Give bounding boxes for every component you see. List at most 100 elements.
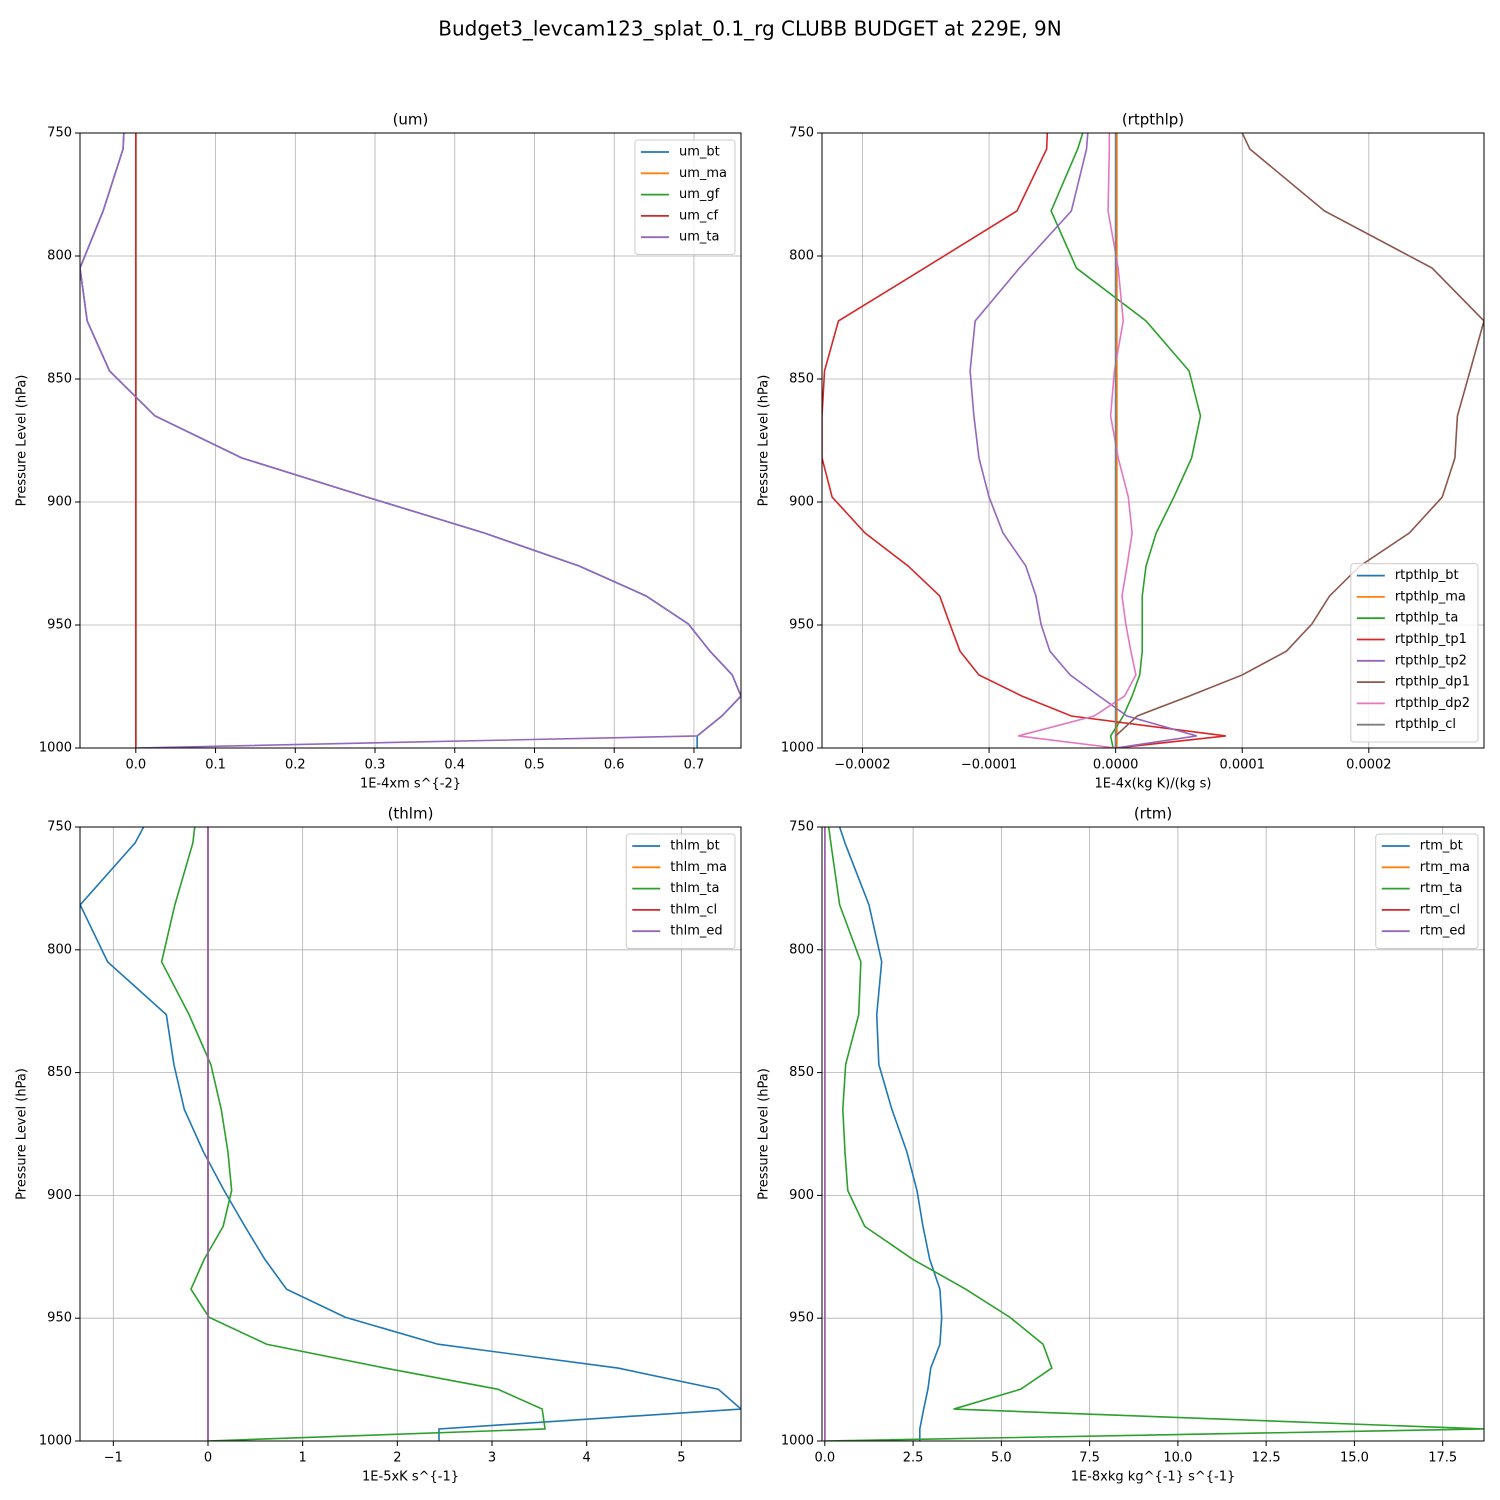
y-tick-label: 900 [789,1188,814,1203]
y-tick-label: 800 [47,249,72,264]
legend: um_bt um_ma um_gf um_cf um_ta [634,139,736,255]
legend-label: rtm_ta [1420,881,1463,896]
x-tick-label: 0.3 [365,758,386,773]
plot-area [80,827,741,1441]
series-line [1017,133,1137,748]
legend-box [1350,563,1479,743]
legend-label: thlm_ma [670,860,727,875]
series-line [1114,133,1484,748]
x-axis-label: 1E-8xkg kg^{-1} s^{-1} [1071,1470,1236,1485]
x-tick-label: −0.0002 [834,758,890,773]
legend-label: rtpthlp_dp2 [1395,696,1470,711]
y-tick-label: 850 [47,1065,72,1080]
x-tick-label: 0.6 [604,758,625,773]
subplot: 0.0 0.1 0.2 0.3 0.4 0.5 0.6 0.7 750 800 850 900 950 1… [15,111,742,792]
legend-label: rtpthlp_bt [1395,568,1459,583]
y-axis-label: Pressure Level (hPa) [757,1068,772,1200]
x-axis-label: 1E-5xK s^{-1} [362,1470,459,1485]
series-line [838,827,943,1441]
legend-label: um_gf [679,187,720,202]
x-tick-label: 15.0 [1340,1451,1369,1466]
x-tick-label: 5 [677,1451,685,1466]
legend-label: um_cf [679,208,719,223]
y-tick-label: 900 [47,1188,72,1203]
x-tick-label: 0.5 [524,758,545,773]
x-tick-label: −1 [104,1451,123,1466]
x-tick-label: 0.1 [205,758,226,773]
plot-area [80,133,741,748]
legend-label: rtpthlp_ta [1395,611,1458,626]
y-tick-label: 750 [47,820,72,835]
x-tick-label: 0 [204,1451,212,1466]
legend-label: rtm_bt [1420,839,1463,854]
y-axis-label: Pressure Level (hPa) [757,375,772,507]
legend-label: thlm_ed [670,924,722,939]
axes-frame [79,132,742,749]
legend: rtm_bt rtm_ma rtm_ta rtm_cl rtm_ed [1375,833,1479,949]
subplot-title: (rtpthlp) [1122,111,1184,129]
x-tick-label: 0.7 [684,758,705,773]
legend-label: rtpthlp_tp1 [1395,632,1467,647]
series-line [1050,133,1202,748]
plot-area [822,133,1484,748]
legend-box [1375,833,1479,949]
subplot: −0.0002 −0.0001 0.0000 0.0001 0.0002 750 800 85… [757,111,1485,792]
x-axis-label: 1E-4x(kg K)/(kg s) [1095,777,1212,792]
legend-label: um_ma [679,166,727,181]
y-tick-label: 850 [789,372,814,387]
subplot-title: (um) [393,111,429,129]
subplot-title: (rtm) [1134,805,1172,823]
y-tick-label: 750 [47,126,72,141]
y-tick-label: 900 [789,495,814,510]
y-tick-label: 900 [47,495,72,510]
y-tick-label: 750 [789,820,814,835]
subplot-title: (thlm) [388,805,434,823]
y-axis-label: Pressure Level (hPa) [15,1068,30,1200]
series-line [969,133,1197,748]
y-tick-label: 950 [47,618,72,633]
x-tick-label: 1 [299,1451,307,1466]
x-tick-label: 17.5 [1428,1451,1457,1466]
figure-title: Budget3_levcam123_splat_0.1_rg CLUBB BUD… [438,17,1061,41]
legend-label: thlm_bt [670,839,719,854]
series-line [160,827,546,1441]
x-tick-label: 4 [583,1451,591,1466]
y-tick-label: 750 [789,126,814,141]
x-tick-label: 0.0002 [1346,758,1392,773]
legend-label: thlm_ta [670,881,719,896]
series-line [80,133,741,748]
x-tick-label: 0.4 [444,758,465,773]
y-tick-label: 850 [47,372,72,387]
legend-label: rtm_ma [1420,860,1470,875]
plot-area [824,827,1484,1441]
y-tick-label: 1000 [781,1434,814,1449]
legend-label: rtm_cl [1420,902,1460,917]
x-tick-label: 0.0 [814,1451,835,1466]
x-tick-label: 7.5 [1079,1451,1100,1466]
legend-label: rtpthlp_tp2 [1395,653,1467,668]
axes-frame [79,826,742,1442]
x-tick-label: 0.0001 [1219,758,1265,773]
series-line [824,827,1484,1441]
x-tick-label: 3 [488,1451,496,1466]
subplot: 0.0 2.5 5.0 7.5 10.0 12.5 15.0 17.5 750 800 850 900… [757,805,1485,1485]
x-axis-label: 1E-4xm s^{-2} [360,777,461,792]
axes-frame [821,826,1485,1442]
x-tick-label: −0.0001 [961,758,1017,773]
y-axis-label: Pressure Level (hPa) [15,375,30,507]
x-tick-label: 0.0000 [1093,758,1139,773]
y-tick-label: 1000 [39,1434,72,1449]
y-tick-label: 800 [47,942,72,957]
subplot: −1 0 1 2 3 4 5 750 800 850 900 950 1000 (thlm) 1E-5xK … [15,805,742,1485]
y-tick-label: 800 [789,249,814,264]
y-tick-label: 950 [789,1311,814,1326]
y-tick-label: 950 [789,618,814,633]
x-tick-label: 2.5 [903,1451,924,1466]
x-tick-label: 2 [393,1451,401,1466]
y-tick-label: 850 [789,1065,814,1080]
y-tick-label: 1000 [781,741,814,756]
x-tick-label: 0.2 [285,758,306,773]
x-tick-label: 10.0 [1163,1451,1192,1466]
